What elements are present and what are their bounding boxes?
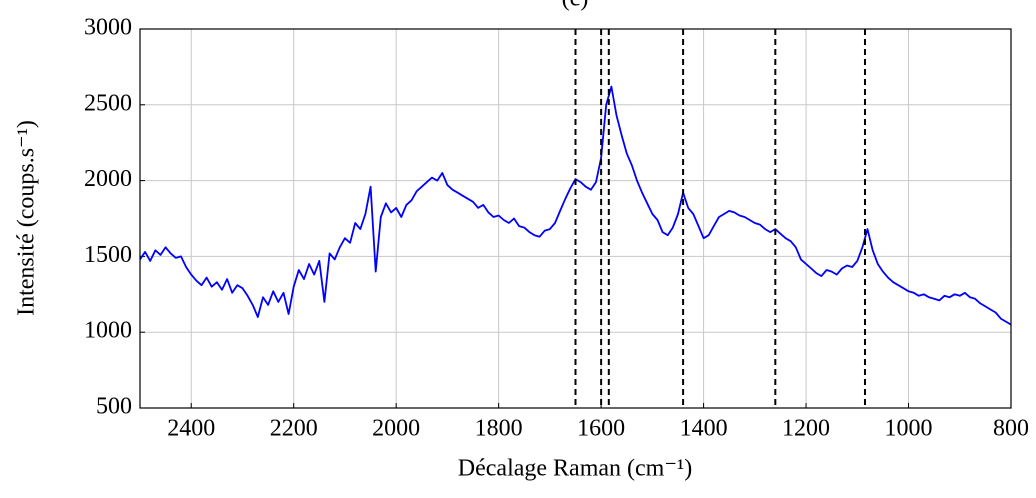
x-tick-label: 1200 xyxy=(782,416,830,442)
y-tick-label: 2500 xyxy=(84,90,132,116)
y-tick-label: 500 xyxy=(96,394,132,420)
chart-title: (c) xyxy=(562,0,589,12)
y-axis-label: Intensité (coups.s⁻¹) xyxy=(14,120,40,316)
x-tick-label: 800 xyxy=(993,416,1029,442)
x-tick-label: 1800 xyxy=(475,416,523,442)
x-axis-label: Décalage Raman (cm⁻¹) xyxy=(458,456,692,482)
x-tick-label: 2400 xyxy=(167,416,215,442)
y-tick-label: 1000 xyxy=(84,318,132,344)
x-tick-label: 1600 xyxy=(577,416,625,442)
plot-frame xyxy=(139,28,1012,409)
y-tick-label: 3000 xyxy=(84,15,132,41)
x-tick-label: 2200 xyxy=(270,416,318,442)
y-tick-label: 1500 xyxy=(84,242,132,268)
x-tick-label: 1000 xyxy=(885,416,933,442)
x-tick-label: 2000 xyxy=(372,416,420,442)
x-tick-label: 1400 xyxy=(680,416,728,442)
y-tick-label: 2000 xyxy=(84,166,132,192)
